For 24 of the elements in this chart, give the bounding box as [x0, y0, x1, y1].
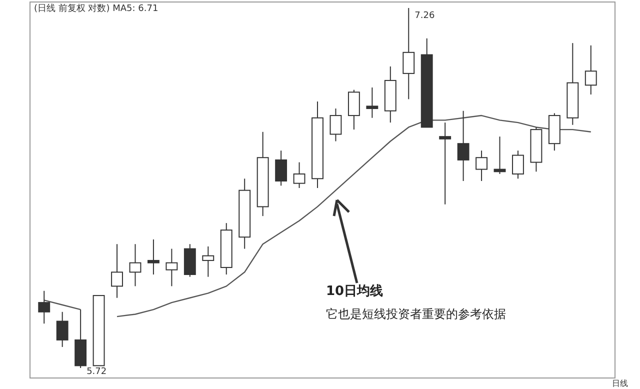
candlestick — [275, 150, 288, 186]
x-axis-title: 日线 — [612, 379, 628, 388]
annotation: 10日均线 — [326, 284, 384, 299]
candlestick — [512, 150, 524, 180]
annotation: 7.26 — [414, 11, 435, 21]
annotation: 它也是短线投资者重要的参考依据 — [326, 307, 506, 321]
candlestick — [476, 150, 488, 182]
candlestick — [457, 110, 470, 182]
candlestick — [148, 238, 160, 275]
candlestick — [166, 248, 178, 287]
candlestick — [56, 311, 68, 348]
candlestick — [366, 86, 378, 118]
candlestick — [439, 122, 452, 205]
candlestick — [129, 244, 142, 287]
candlestick — [584, 44, 597, 95]
candlestick — [202, 246, 214, 278]
candlestick — [111, 244, 123, 298]
candlestick — [38, 290, 50, 324]
candlestick — [402, 8, 415, 100]
candlestick — [330, 108, 342, 142]
annotation: 5.72 — [86, 367, 107, 377]
chart-title: (日线 前复权 对数) MA5: 6.71 — [34, 3, 158, 14]
candlestick — [348, 89, 360, 130]
candlestick — [293, 162, 306, 188]
